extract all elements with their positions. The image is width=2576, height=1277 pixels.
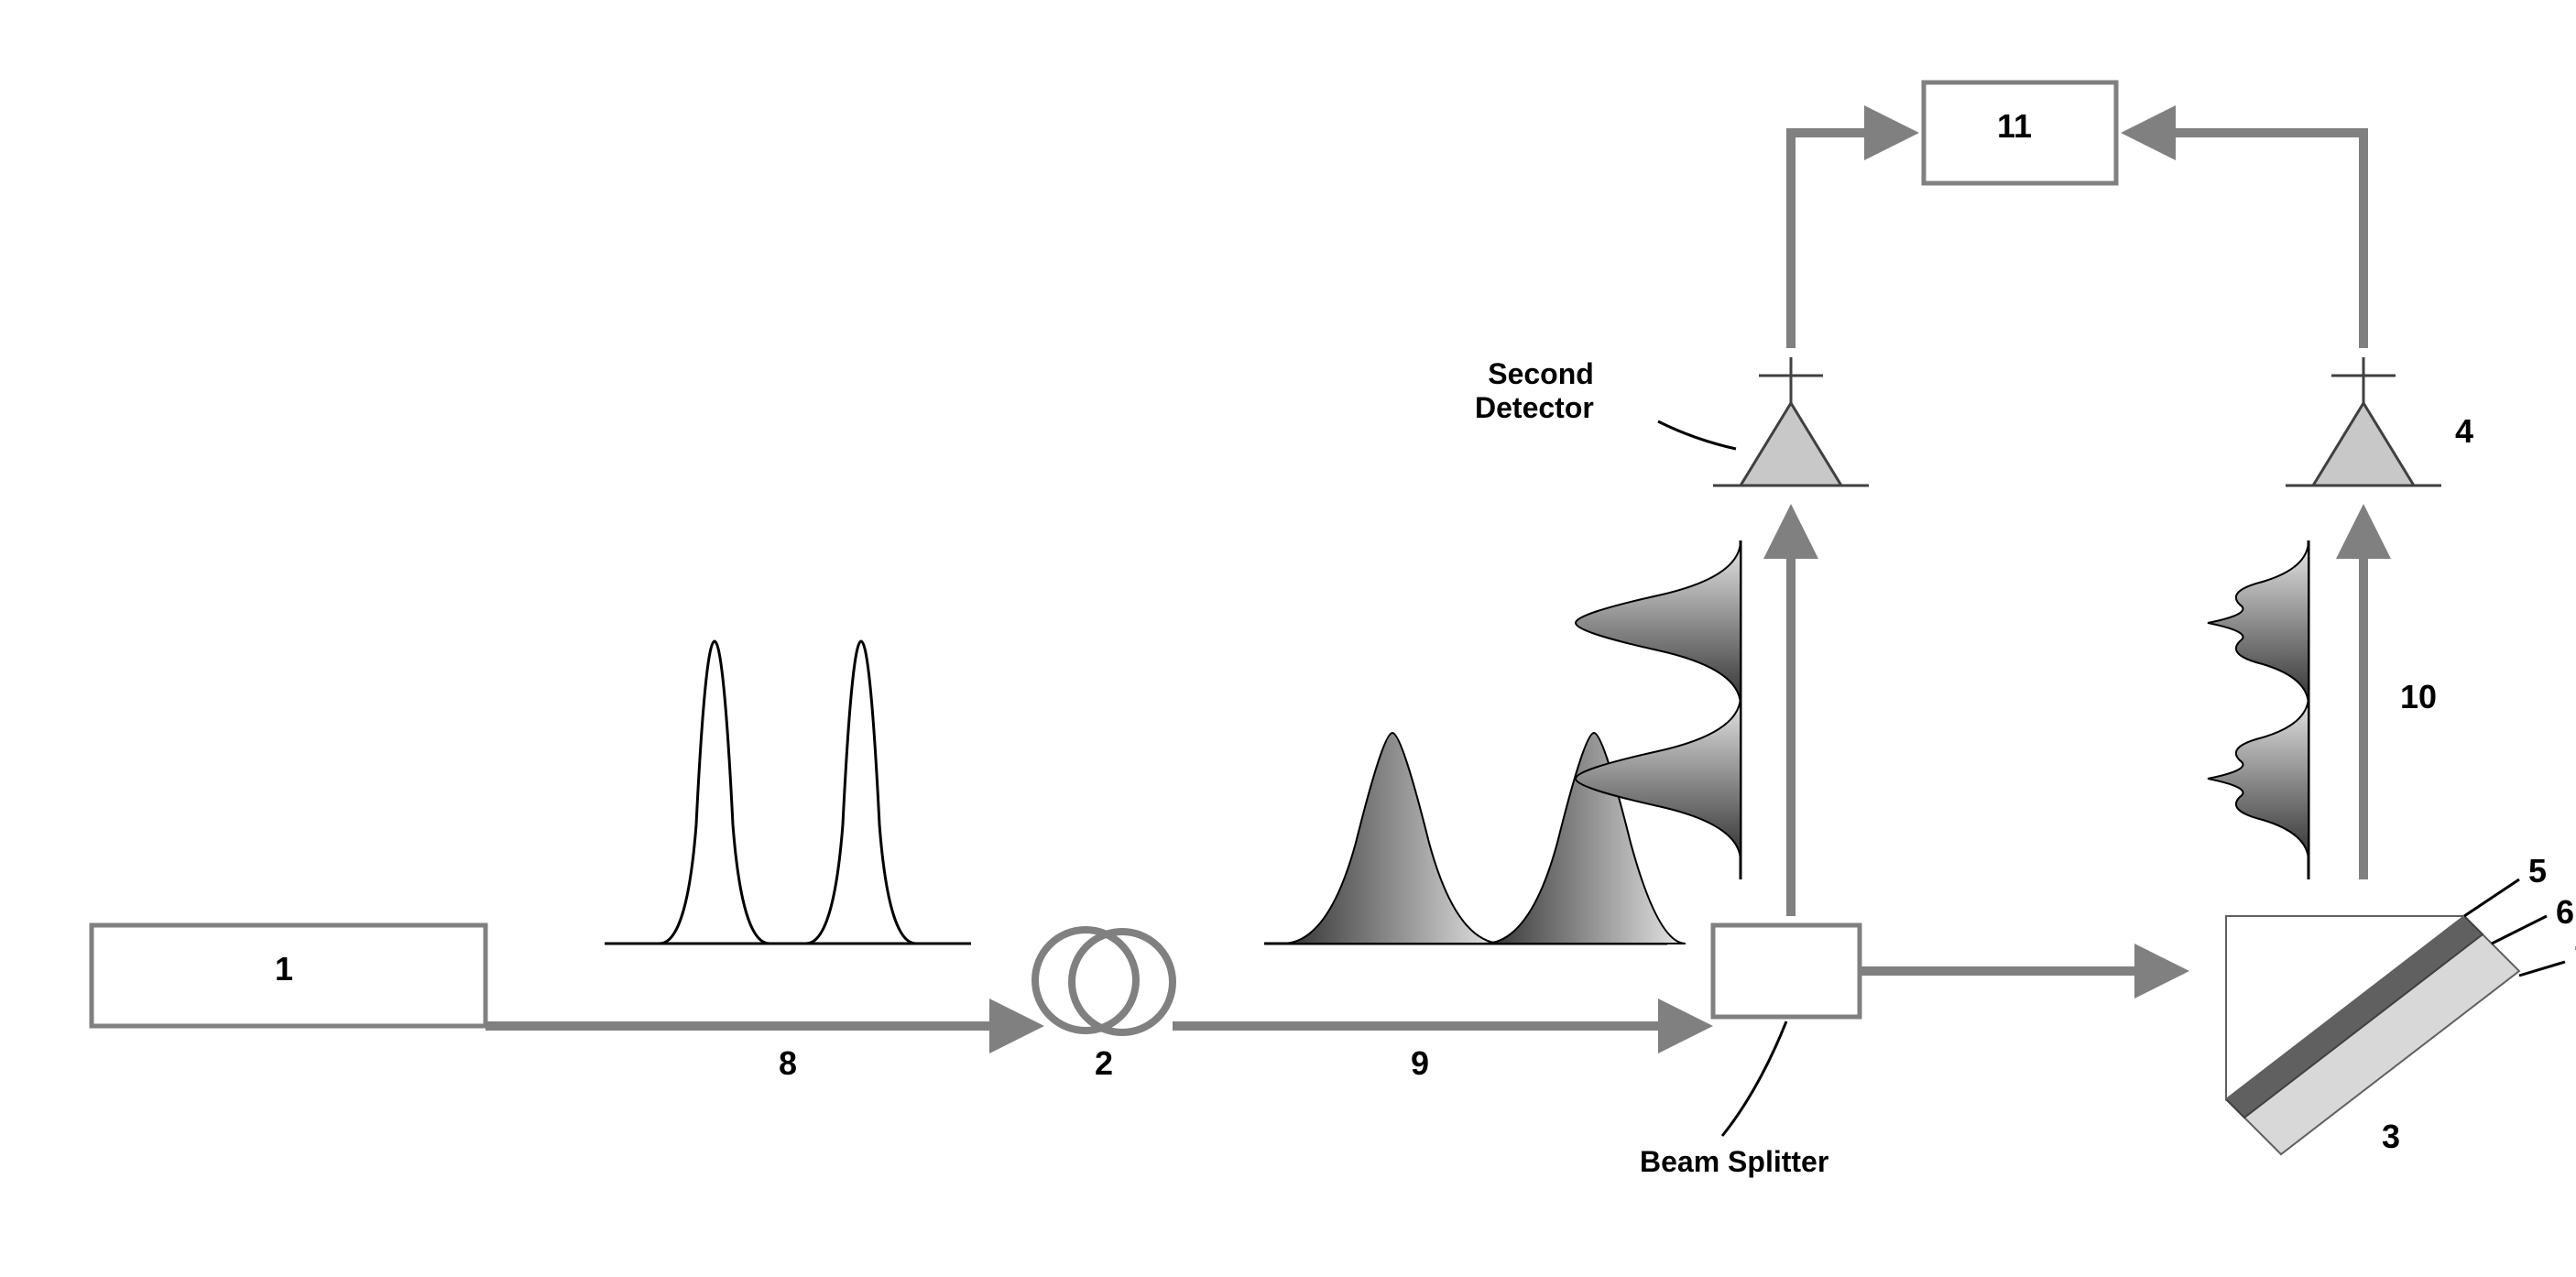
beam-splitter-box — [1713, 925, 1860, 1017]
prism-sample — [2226, 916, 2519, 1154]
label-second-detector: Second Detector — [1475, 357, 1594, 425]
diagram-canvas: 1 2 3 4 5 6 7 8 9 10 11 Second Detector … — [0, 0, 2576, 1277]
label-9: 9 — [1411, 1044, 1429, 1083]
fiber-coil — [1035, 930, 1173, 1032]
splitter-pointer — [1722, 1021, 1786, 1136]
arrow-right-det-to-proc — [2130, 133, 2363, 348]
ptr7 — [2519, 962, 2565, 976]
second-detector-ptr — [1658, 421, 1736, 449]
label-beam-splitter: Beam Splitter — [1640, 1145, 1828, 1179]
label-5: 5 — [2528, 852, 2547, 890]
second-detector — [1713, 357, 1869, 486]
label-2: 2 — [1095, 1044, 1113, 1083]
label-6: 6 — [2556, 893, 2574, 932]
label-8: 8 — [779, 1044, 797, 1083]
ptr6 — [2492, 916, 2547, 944]
ptr5 — [2464, 879, 2519, 916]
label-1: 1 — [275, 950, 293, 988]
label-3: 3 — [2382, 1118, 2400, 1156]
label-11: 11 — [1997, 107, 2032, 146]
arrow-left-det-to-proc — [1791, 133, 1910, 348]
narrow-pulses — [605, 641, 971, 944]
vertical-notched-pulses — [2208, 540, 2309, 879]
diagram-svg — [0, 0, 2576, 1277]
label-10: 10 — [2400, 678, 2437, 716]
label-4: 4 — [2455, 412, 2473, 451]
right-detector — [2286, 357, 2441, 486]
